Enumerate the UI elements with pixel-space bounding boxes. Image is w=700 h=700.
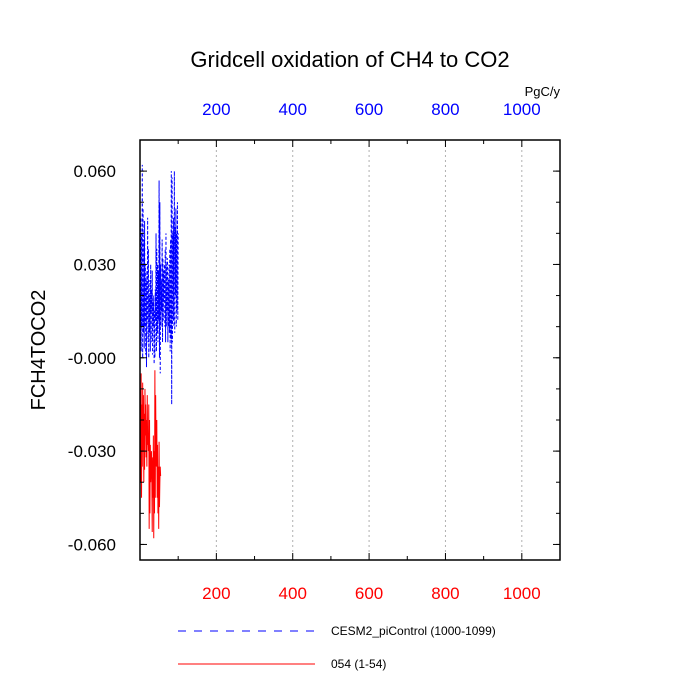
x-tick-label-bottom: 400 — [279, 584, 307, 603]
x-tick-label-bottom: 800 — [431, 584, 459, 603]
chart-title: Gridcell oxidation of CH4 to CO2 — [190, 47, 509, 72]
y-tick-label: 0.030 — [73, 255, 116, 274]
series-line-1 — [139, 370, 162, 539]
y-tick-label: -0.030 — [68, 442, 116, 461]
plot-frame — [139, 139, 561, 561]
y-tick-label: -0.060 — [68, 535, 116, 554]
y-tick-label: 0.060 — [73, 162, 116, 181]
series-layer — [139, 164, 179, 539]
x-tick-label-top: 200 — [202, 100, 230, 119]
x-tick-label-top: 800 — [431, 100, 459, 119]
legend-label-cesm2: CESM2_piControl (1000-1099) — [331, 624, 496, 638]
x-tick-label-top: 400 — [279, 100, 307, 119]
y-axis-label: FCH4TOCO2 — [28, 290, 50, 411]
axis-ticks — [140, 140, 560, 560]
series-line-0 — [139, 164, 179, 405]
x-tick-label-bottom: 200 — [202, 584, 230, 603]
vertical-grid — [215, 140, 523, 560]
x-tick-label-top: 1000 — [503, 100, 541, 119]
y-tick-label: -0.000 — [68, 349, 116, 368]
x-tick-label-bottom: 600 — [355, 584, 383, 603]
axis-labels: 200 200 400 400 600 600 800 800 1000 1000 0.060 0.0… — [68, 100, 541, 603]
legend-label-054: 054 (1-54) — [331, 657, 386, 671]
x-tick-label-top: 600 — [355, 100, 383, 119]
x-tick-label-bottom: 1000 — [503, 584, 541, 603]
top-axis-units: PgC/y — [525, 84, 561, 99]
